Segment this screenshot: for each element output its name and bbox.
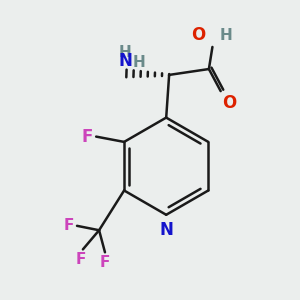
Text: H: H bbox=[118, 45, 131, 60]
Text: O: O bbox=[222, 94, 236, 112]
Text: O: O bbox=[191, 26, 205, 44]
Text: N: N bbox=[159, 221, 173, 239]
Text: N: N bbox=[118, 52, 132, 70]
Text: F: F bbox=[75, 252, 86, 267]
Text: H: H bbox=[220, 28, 233, 43]
Text: H: H bbox=[132, 56, 145, 70]
Text: F: F bbox=[100, 255, 110, 270]
Text: F: F bbox=[82, 128, 93, 146]
Text: F: F bbox=[64, 218, 74, 233]
